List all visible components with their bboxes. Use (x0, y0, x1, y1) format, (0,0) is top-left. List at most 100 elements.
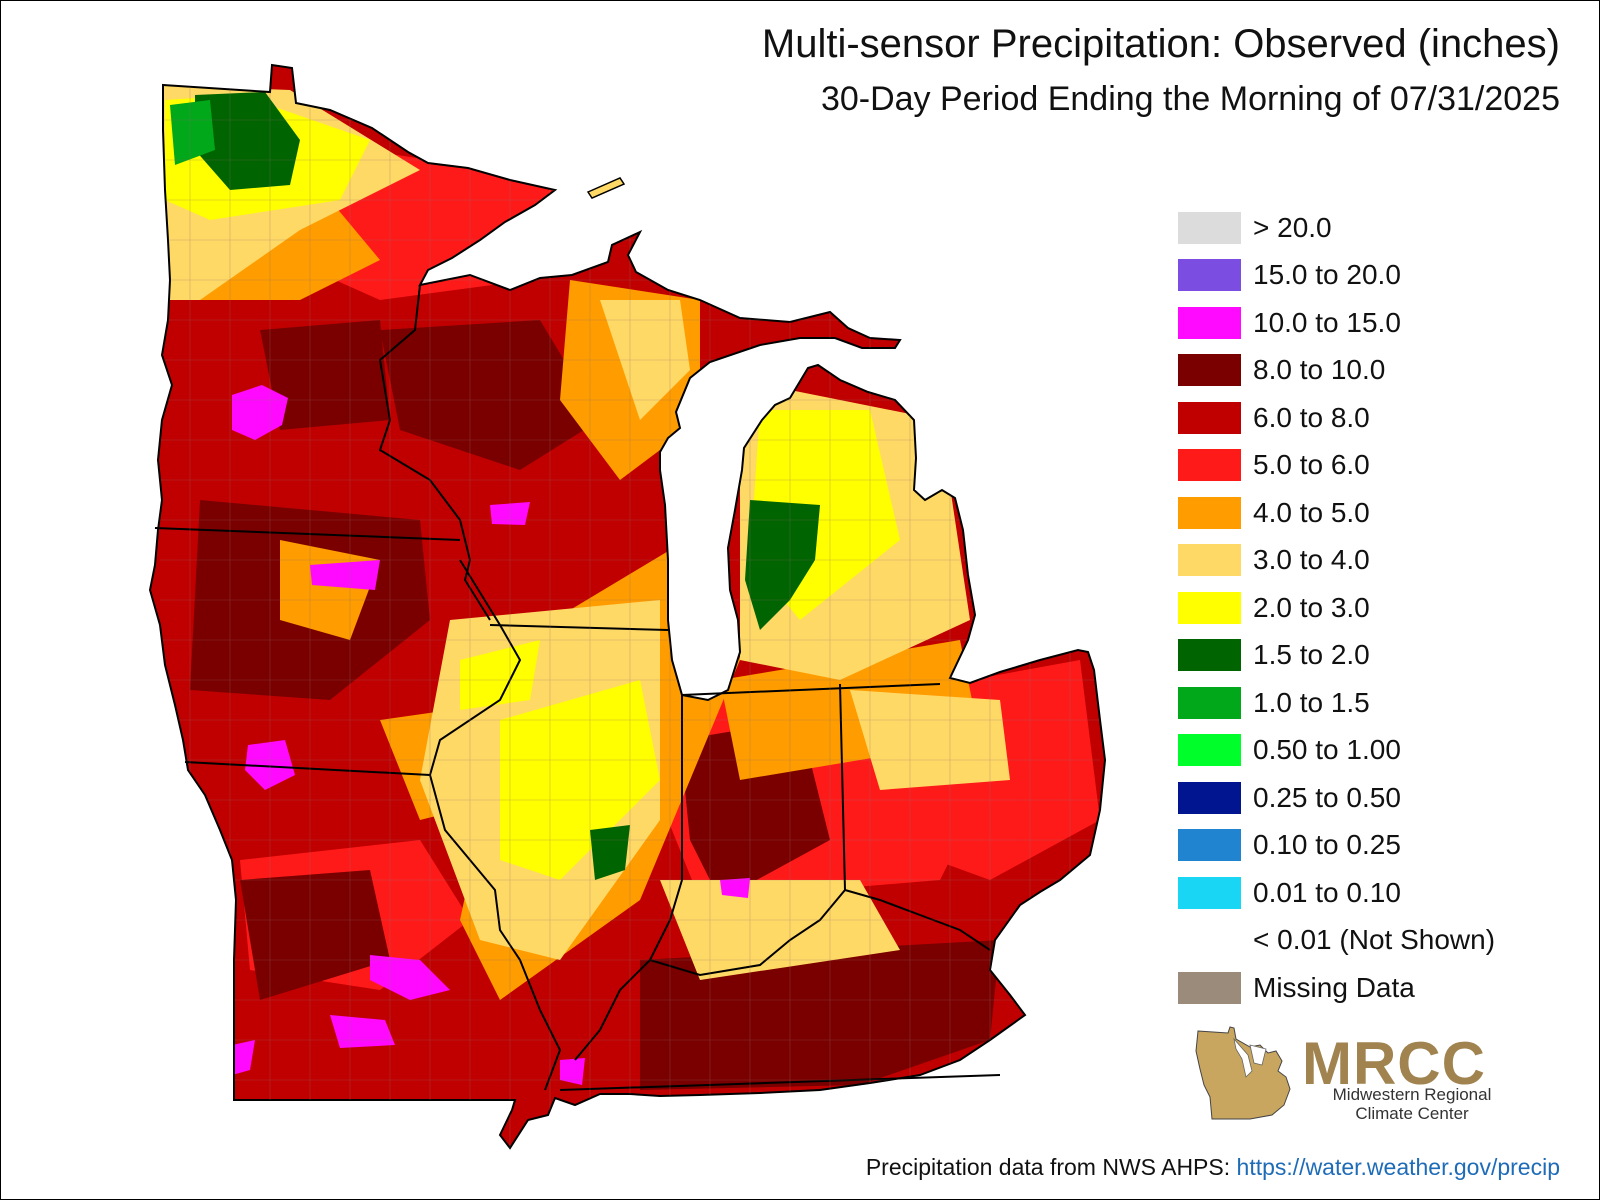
border-ia-il (429, 559, 522, 776)
region-magenta-3 (370, 955, 450, 1000)
legend: > 20.0 15.0 to 20.0 10.0 to 15.0 8.0 to 10.… (1178, 204, 1578, 1012)
legend-swatch (1178, 829, 1241, 862)
legend-swatch (1178, 496, 1241, 529)
border-oh-ky (844, 889, 991, 951)
legend-swatch (1178, 734, 1241, 767)
region-magenta-1 (232, 385, 288, 440)
legend-item: 6.0 to 8.0 (1178, 394, 1578, 442)
border-mo-il (429, 774, 562, 1091)
isle-royale (586, 177, 626, 199)
region-green-1 (170, 100, 215, 165)
legend-item: < 0.01 (Not Shown) (1178, 917, 1578, 965)
legend-item: 2.0 to 3.0 (1178, 584, 1578, 632)
region-magenta-8 (232, 1040, 255, 1075)
legend-swatch (1178, 971, 1241, 1004)
legend-item: 15.0 to 20.0 (1178, 252, 1578, 300)
legend-item: 0.50 to 1.00 (1178, 727, 1578, 775)
legend-swatch (1178, 924, 1241, 957)
border-mn-wi (378, 284, 491, 621)
border-ky-tn (559, 1074, 1001, 1091)
legend-item: 1.0 to 1.5 (1178, 679, 1578, 727)
border-in-mi (681, 683, 941, 696)
legend-item: 0.10 to 0.25 (1178, 822, 1578, 870)
legend-swatch (1178, 591, 1241, 624)
logo-subtitle: Midwestern Regional Climate Center (1312, 1085, 1512, 1123)
legend-swatch (1178, 354, 1241, 387)
legend-item: 10.0 to 15.0 (1178, 299, 1578, 347)
legend-label: 0.01 to 0.10 (1253, 876, 1401, 908)
region-magenta-9 (560, 1058, 585, 1085)
legend-swatch (1178, 401, 1241, 434)
region-tan-6 (660, 880, 900, 980)
legend-label: < 0.01 (Not Shown) (1253, 924, 1496, 956)
land-outline (148, 63, 1107, 1150)
legend-item: Missing Data (1178, 964, 1578, 1012)
region-darkgreen-2 (745, 500, 820, 630)
border-in-ky (649, 889, 846, 977)
state-borders (148, 63, 1107, 1150)
credit-text: Precipitation data from NWS AHPS: (865, 1154, 1231, 1180)
region-darkred-5 (260, 320, 390, 430)
legend-label: > 20.0 (1253, 211, 1332, 243)
credit-link[interactable]: https://water.weather.gov/precip (1236, 1154, 1560, 1180)
legend-item: 0.01 to 0.10 (1178, 869, 1578, 917)
legend-label: 5.0 to 6.0 (1253, 449, 1370, 481)
legend-label: 1.5 to 2.0 (1253, 639, 1370, 671)
legend-item: 4.0 to 5.0 (1178, 489, 1578, 537)
legend-item: 5.0 to 6.0 (1178, 442, 1578, 490)
legend-label: Missing Data (1253, 971, 1415, 1003)
region-magenta-5 (490, 502, 530, 525)
legend-item: > 20.0 (1178, 204, 1578, 252)
legend-item: 8.0 to 10.0 (1178, 347, 1578, 395)
region-darkred-1 (380, 320, 600, 470)
border-il-ky (574, 959, 651, 1061)
region-tan-5 (850, 690, 1010, 790)
logo-line-2: Climate Center (1355, 1104, 1469, 1123)
region-magenta-2 (245, 740, 295, 790)
legend-label: 10.0 to 15.0 (1253, 306, 1401, 338)
region-yellow-4 (460, 640, 540, 710)
legend-label: 4.0 to 5.0 (1253, 496, 1370, 528)
legend-item: 1.5 to 2.0 (1178, 632, 1578, 680)
region-tan-4 (600, 300, 690, 420)
legend-item: 3.0 to 4.0 (1178, 537, 1578, 585)
legend-label: 1.0 to 1.5 (1253, 686, 1370, 718)
map-subtitle: 30-Day Period Ending the Morning of 07/3… (820, 80, 1560, 118)
region-yellow-3 (500, 680, 660, 880)
legend-swatch (1178, 781, 1241, 814)
legend-swatch (1178, 211, 1241, 244)
legend-label: 6.0 to 8.0 (1253, 401, 1370, 433)
region-darkgreen-1 (195, 92, 300, 190)
mrcc-logo: MRCC Midwestern Regional Climate Center (1190, 1025, 1520, 1125)
map-title: Multi-sensor Precipitation: Observed (in… (761, 22, 1560, 66)
legend-label: 15.0 to 20.0 (1253, 259, 1401, 291)
logo-name: MRCC (1302, 1030, 1486, 1097)
legend-swatch (1178, 686, 1241, 719)
legend-swatch (1178, 544, 1241, 577)
legend-swatch (1178, 259, 1241, 292)
legend-swatch (1178, 876, 1241, 909)
legend-swatch (1178, 449, 1241, 482)
border-mn-ia (154, 527, 461, 541)
midwest-map-icon (1195, 1026, 1291, 1120)
legend-label: 0.25 to 0.50 (1253, 781, 1401, 813)
border-in-oh (839, 683, 846, 891)
legend-swatch (1178, 306, 1241, 339)
region-darkgreen-3 (590, 825, 630, 880)
legend-label: 2.0 to 3.0 (1253, 591, 1370, 623)
legend-label: 0.10 to 0.25 (1253, 829, 1401, 861)
data-credit: Precipitation data from NWS AHPS: https:… (866, 1154, 1560, 1181)
region-magenta-7 (720, 878, 750, 898)
logo-line-1: Midwestern Regional (1332, 1085, 1492, 1104)
region-magenta-6 (310, 560, 380, 590)
legend-item: 0.25 to 0.50 (1178, 774, 1578, 822)
border-ia-mo (184, 761, 431, 776)
border-il-in (649, 695, 683, 961)
region-darkred-4 (640, 940, 1000, 1090)
border-wi-il (489, 624, 669, 631)
region-magenta-4 (330, 1015, 395, 1048)
legend-swatch (1178, 639, 1241, 672)
legend-label: 0.50 to 1.00 (1253, 734, 1401, 766)
legend-label: 8.0 to 10.0 (1253, 354, 1386, 386)
